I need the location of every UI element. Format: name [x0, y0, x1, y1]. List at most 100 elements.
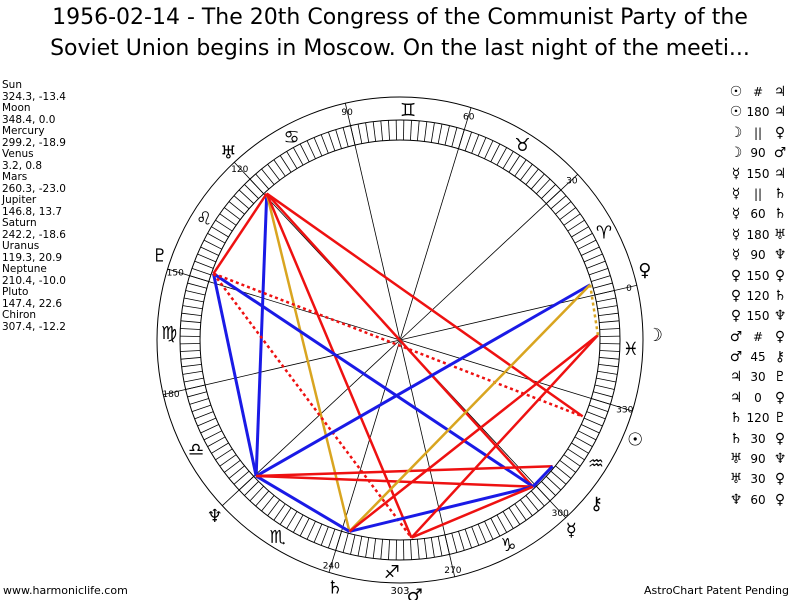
aspect-angle: 30 [750, 472, 766, 487]
degree-tick [187, 391, 207, 398]
degree-tick [520, 164, 533, 181]
aspect-line [255, 283, 591, 478]
aspect-planet-2: ⚷ [774, 349, 786, 366]
aspect-angle: 45 [750, 350, 766, 365]
degree-tick [514, 159, 527, 177]
planet-icon: ☽ [647, 325, 663, 346]
degree-tick [530, 490, 545, 507]
degree-tick [599, 350, 620, 352]
planet-icon: ♄ [327, 578, 343, 599]
aspect-planet-2: ♂ [773, 145, 787, 162]
degree-tick [380, 539, 383, 560]
degree-tick [502, 511, 514, 529]
aspect-angle: 180 [746, 105, 770, 120]
degree-tick [357, 123, 363, 144]
degree-tick [292, 147, 304, 166]
aspect-row: ☿ || ♄ [727, 184, 789, 204]
degree-tick [261, 168, 275, 185]
degree-tick [586, 260, 606, 269]
aspect-planet-1: ♀ [730, 287, 742, 304]
aspect-planet-1: ☿ [731, 206, 741, 223]
degree-tick [525, 495, 539, 512]
degree-tick [273, 503, 286, 521]
degree-tick [490, 518, 501, 537]
aspect-line [256, 474, 534, 488]
degree-tick [458, 531, 465, 551]
degree-tick [574, 436, 593, 448]
position-value: 146.8, 13.7 [2, 205, 63, 218]
aspect-line [266, 192, 584, 418]
degree-tick [261, 495, 275, 512]
aspect-angle: 90 [750, 452, 766, 467]
planet-positions-list: Sun 324.3, -13.4 Moon 348.4, 0.0 Mercury 299.… [2, 79, 66, 333]
aspect-planet-1: ☿ [731, 165, 741, 182]
zodiac-sign-icon: ♌ [196, 209, 212, 230]
degree-label: 270 [444, 566, 461, 576]
degree-tick [559, 207, 576, 220]
aspect-angle: 90 [750, 146, 766, 161]
zodiac-sign-icon: ♑ [500, 535, 516, 556]
aspect-planet-1: ♅ [729, 471, 743, 488]
aspect-planet-1: ☿ [731, 247, 741, 264]
degree-tick [189, 398, 209, 405]
planet-icon: ⚷ [590, 494, 603, 515]
aspect-row: ♂ # ♀ [727, 327, 789, 347]
position-value: 348.4, 0.0 [2, 113, 56, 126]
planet-icon: ♆ [207, 506, 223, 527]
degree-tick [219, 454, 237, 467]
degree-label: 30 [566, 177, 578, 187]
aspect-planet-2: ♃ [773, 84, 787, 100]
degree-tick [286, 151, 298, 169]
aspect-planet-1: ♀ [730, 267, 742, 284]
zodiac-sign-icon: ♋ [283, 127, 299, 148]
degree-label: 240 [323, 562, 340, 572]
aspect-angle: 150 [746, 309, 770, 324]
degree-tick [342, 533, 349, 553]
degree-tick [279, 507, 292, 525]
aspect-row: ☽ || ♀ [727, 123, 789, 143]
degree-tick [342, 127, 349, 147]
degree-tick [207, 232, 226, 244]
aspect-row: ♆ 60 ♀ [727, 490, 789, 510]
planet-icon: ♅ [220, 142, 236, 163]
aspect-line [254, 193, 269, 477]
position-value: 299.2, -18.9 [2, 136, 66, 149]
degree-tick [490, 143, 501, 162]
aspect-planet-1: ♄ [729, 430, 743, 447]
degree-tick [180, 350, 201, 352]
aspect-angle: 30 [750, 431, 766, 446]
degree-tick [594, 384, 615, 390]
sector-line [399, 339, 633, 412]
aspect-line [212, 272, 413, 539]
sector-line [163, 339, 401, 396]
aspect-line [410, 334, 599, 539]
degree-tick [578, 239, 597, 250]
degree-tick [496, 514, 508, 533]
degree-tick [238, 189, 255, 204]
degree-tick [525, 168, 539, 185]
sector-line [328, 339, 401, 573]
aspect-planet-1: ♃ [729, 389, 743, 406]
degree-tick [508, 155, 521, 173]
degree-tick [267, 499, 280, 516]
tick-ring-inner [199, 139, 601, 541]
degree-tick [183, 377, 204, 383]
sector-line [399, 339, 456, 577]
aspect-line [265, 193, 351, 532]
position-value: 3.2, 0.8 [2, 159, 43, 172]
aspect-row: ☿ 90 ♆ [727, 245, 789, 265]
degree-tick [437, 536, 443, 557]
degree-tick [180, 328, 201, 330]
footer-website[interactable]: www.harmoniclife.com [3, 584, 128, 597]
degree-tick [181, 363, 202, 368]
aspect-line [588, 284, 600, 336]
degree-tick [279, 155, 292, 173]
degree-tick [464, 528, 473, 549]
sector-line [344, 103, 401, 341]
aspect-planet-2: ♇ [773, 369, 787, 386]
degree-tick [365, 122, 370, 143]
degree-tick [471, 526, 480, 546]
aspect-angle: 150 [746, 268, 770, 283]
degree-tick [286, 511, 298, 529]
degree-tick [194, 411, 214, 420]
